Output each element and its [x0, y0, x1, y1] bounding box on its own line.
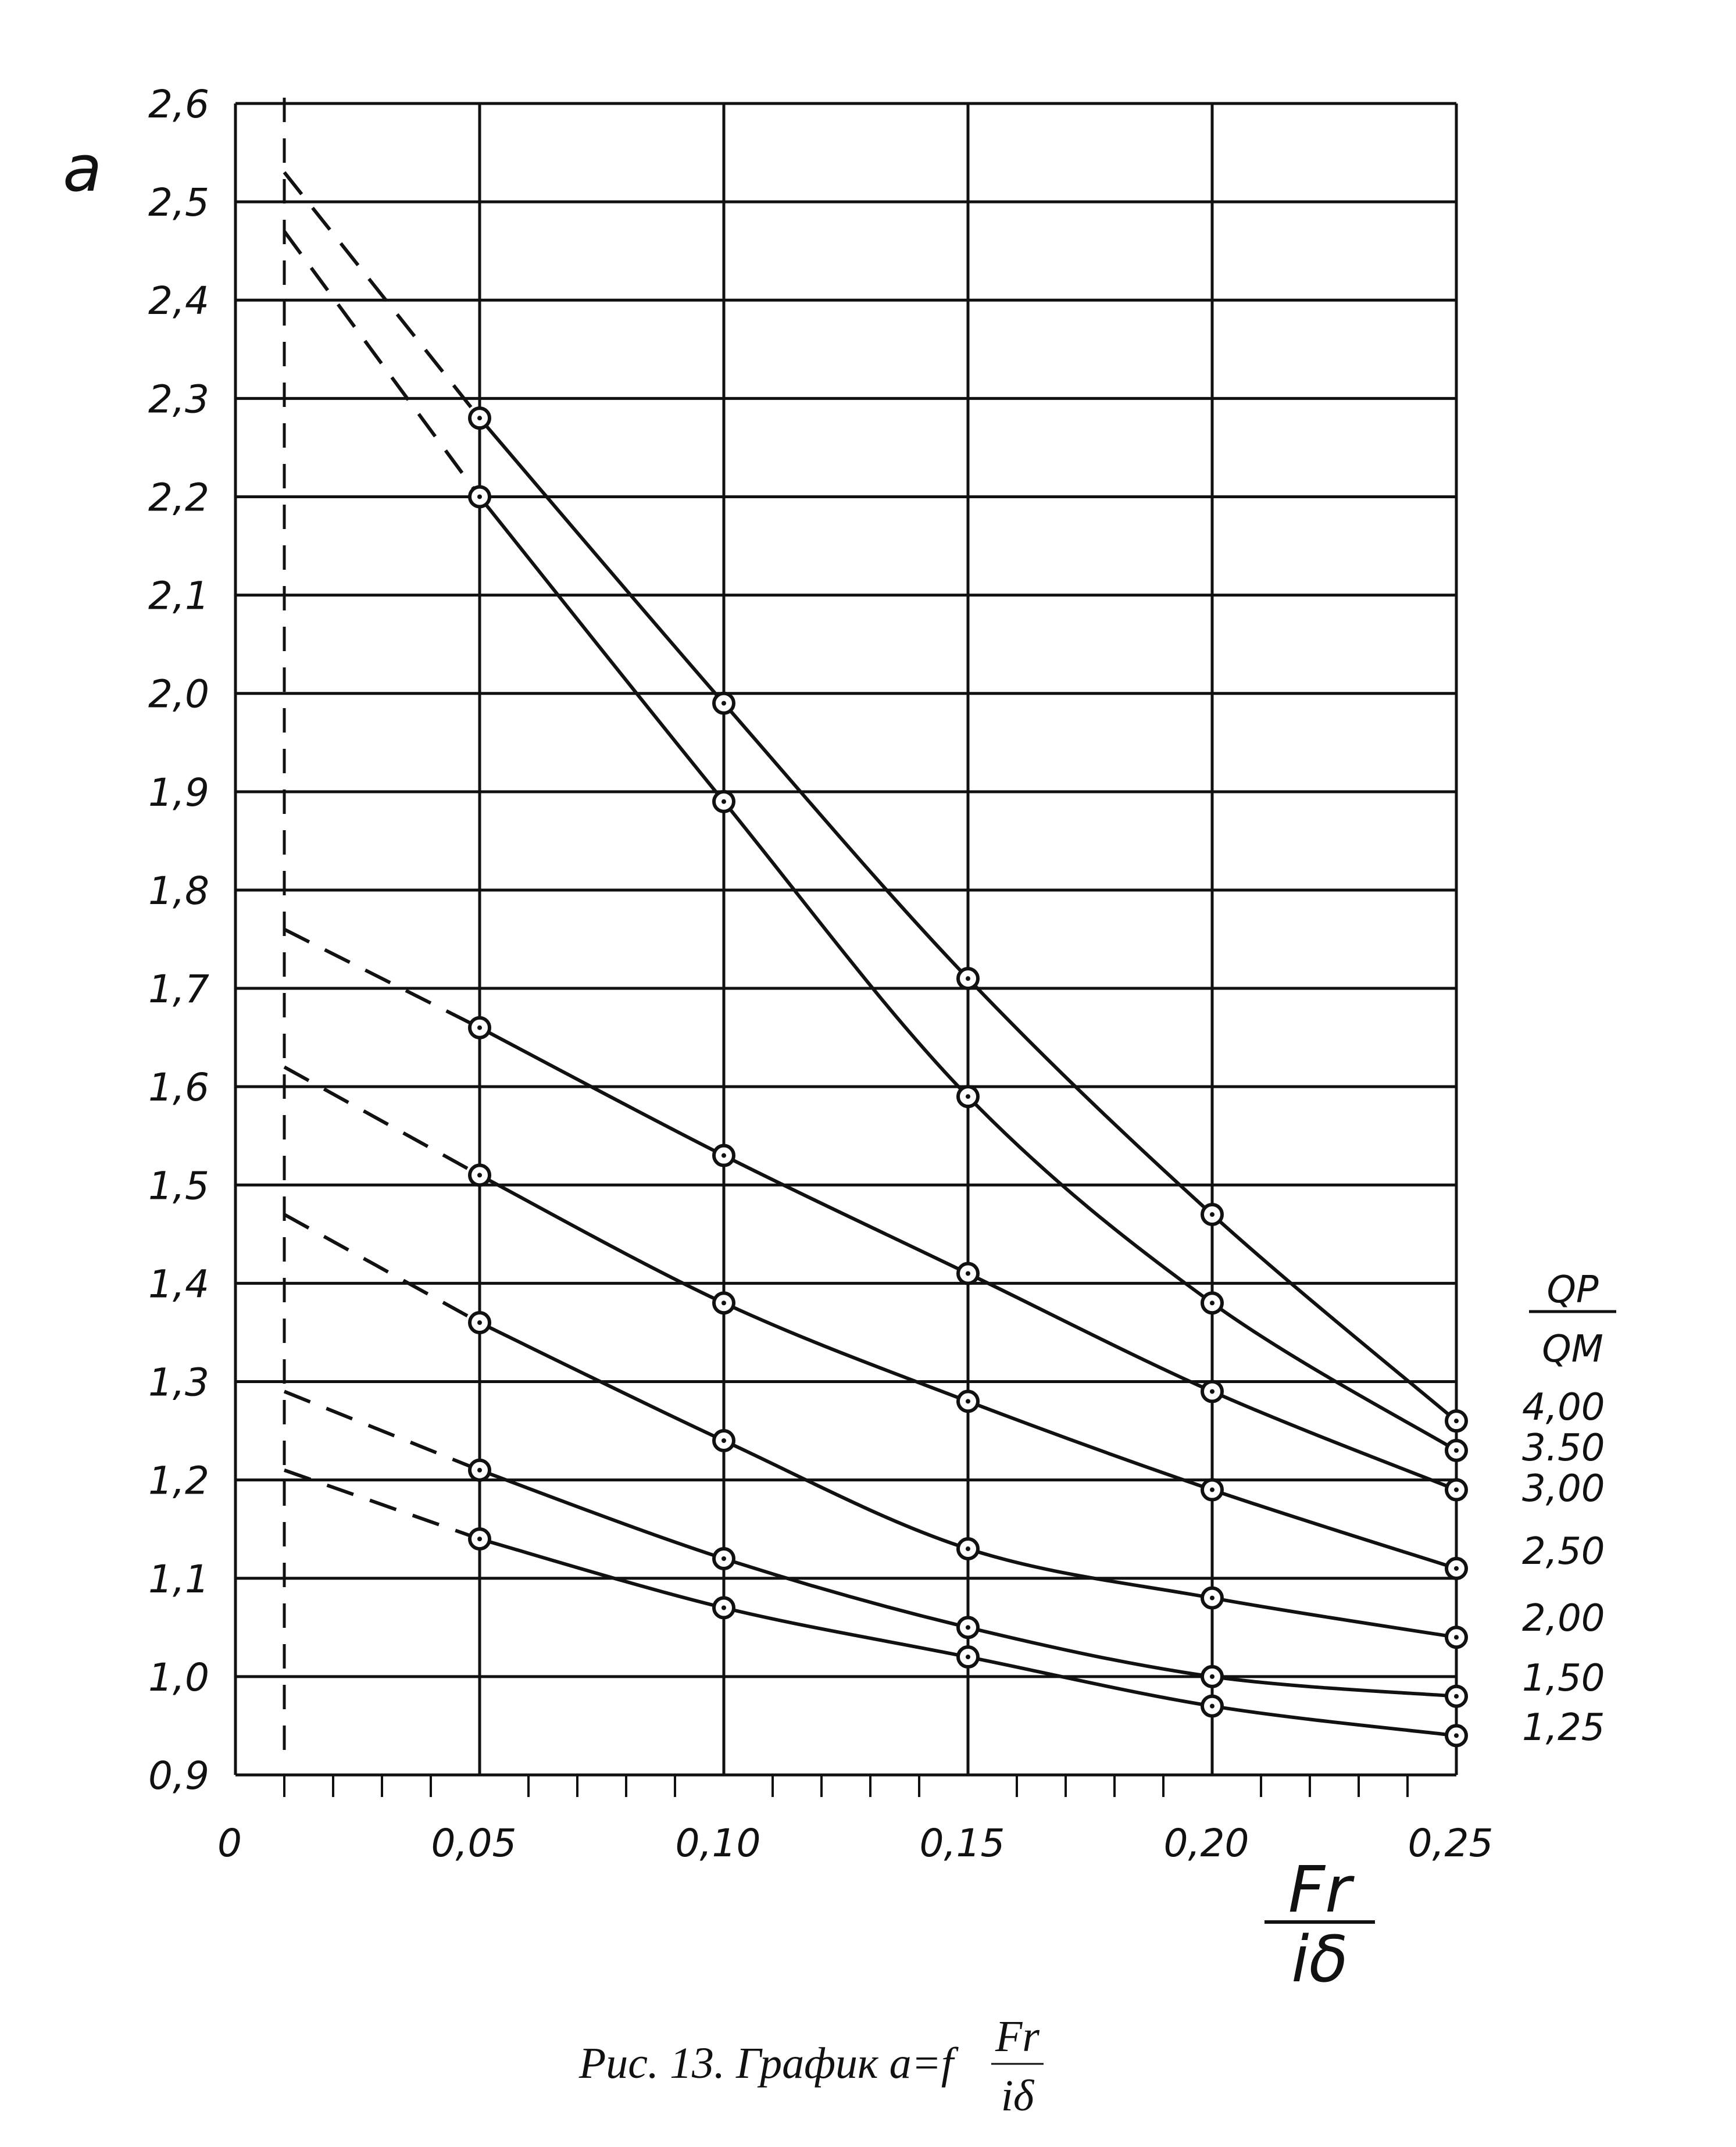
data-point-center	[1454, 1448, 1459, 1453]
legend-title-numerator: QP	[1547, 1269, 1599, 1312]
x-tick-label: 0,10	[676, 1821, 761, 1866]
y-tick-label: 2,6	[148, 82, 209, 127]
data-point-center	[1210, 1674, 1215, 1679]
y-tick-label: 2,4	[148, 278, 209, 323]
grid	[234, 102, 1458, 1777]
series-4	[283, 1213, 1468, 1649]
data-point-center	[721, 1438, 726, 1443]
data-point-center	[1210, 1301, 1215, 1306]
series-1	[283, 230, 1468, 1462]
data-point-center	[966, 1399, 970, 1404]
x-axis-label: Fr iδ	[1265, 1852, 1375, 1996]
series-6	[284, 1468, 1468, 1748]
series-dashed-extension	[283, 171, 481, 420]
y-tick-label: 1,5	[148, 1163, 209, 1208]
data-point-center	[721, 1556, 726, 1561]
caption-frac-denominator: iδ	[1001, 2071, 1035, 2120]
legend-title-denominator: QM	[1542, 1328, 1603, 1371]
legend-label: 2,00	[1522, 1597, 1605, 1640]
data-point-center	[477, 416, 482, 421]
series-dashed-extension	[283, 1065, 481, 1177]
y-tick-label: 2,2	[148, 475, 209, 520]
y-tick-label: 1,1	[148, 1557, 209, 1602]
data-point-center	[477, 1173, 482, 1178]
data-point-center	[721, 1153, 726, 1158]
y-tick-label: 1,4	[148, 1262, 209, 1306]
series-5	[283, 1389, 1468, 1708]
data-point-center	[477, 1320, 482, 1326]
x-axis-label-numerator: Fr	[1288, 1852, 1355, 1927]
caption-frac-numerator: Fr	[995, 2012, 1040, 2061]
y-tick-label: 1,0	[148, 1655, 209, 1700]
caption-text: Рис. 13. График a=f	[578, 2039, 959, 2088]
legend-title: QP QM	[1529, 1269, 1616, 1371]
tick-labels: 0,9 1,0 1,1 1,2 1,3 1,4 1,5 1,6 1,7 1,8 1,9 2,0 2,1 2…	[148, 82, 1493, 1866]
legend-label: 2,50	[1522, 1530, 1605, 1573]
y-tick-label: 0,9	[148, 1753, 209, 1798]
series-dashed-extension	[284, 1468, 480, 1541]
y-tick-label: 2,5	[148, 180, 209, 225]
y-tick-label: 1,7	[148, 967, 209, 1012]
data-point-center	[966, 1271, 970, 1276]
data-point-center	[1454, 1694, 1459, 1699]
data-point-center	[1454, 1635, 1459, 1640]
data-point-center	[1210, 1487, 1215, 1492]
series-dashed-extension	[283, 230, 481, 498]
x-minor-ticks	[283, 1775, 1409, 1797]
data-point-center	[966, 1094, 970, 1099]
data-point-center	[966, 1625, 970, 1630]
x-tick-label: 0,05	[431, 1821, 517, 1866]
data-point-center	[477, 494, 482, 499]
data-point-center	[721, 799, 726, 804]
series-dashed-extension	[283, 1213, 481, 1324]
data-point-center	[1210, 1595, 1215, 1601]
legend-label: 1,50	[1522, 1657, 1605, 1700]
data-point-center	[966, 1546, 970, 1552]
data-point-center	[1210, 1703, 1215, 1709]
y-tick-label: 1,6	[148, 1065, 209, 1110]
x-tick-label: 0,15	[920, 1821, 1005, 1866]
x-tick-label: 0,25	[1408, 1821, 1494, 1866]
data-point-center	[1454, 1566, 1459, 1571]
data-point-center	[721, 1301, 726, 1306]
data-point-center	[477, 1537, 482, 1542]
legend-label: 4,00	[1522, 1386, 1605, 1429]
figure-caption: Рис. 13. График a=f Fr iδ	[578, 2012, 1044, 2120]
x-tick-label: 0	[217, 1821, 242, 1866]
data-point-center	[1210, 1389, 1215, 1394]
x-axis-label-denominator: iδ	[1291, 1922, 1348, 1996]
y-tick-label: 2,1	[148, 574, 209, 619]
series-dashed-extension	[283, 927, 481, 1030]
y-tick-label: 1,9	[148, 770, 209, 815]
x-tick-label: 0,20	[1164, 1821, 1249, 1866]
legend-label: 3,00	[1522, 1467, 1605, 1510]
data-point-center	[1210, 1212, 1215, 1217]
data-point-center	[721, 1605, 726, 1610]
y-tick-label: 1,8	[148, 869, 209, 913]
y-tick-label: 1,2	[148, 1459, 209, 1503]
legend-label: 1,25	[1522, 1706, 1605, 1749]
data-point-center	[966, 1655, 970, 1660]
series-dashed-extension	[283, 1389, 481, 1472]
y-tick-label: 2,0	[148, 672, 209, 717]
y-axis-label: a	[63, 131, 102, 206]
y-tick-label: 2,3	[148, 377, 209, 421]
data-point-center	[1454, 1419, 1459, 1424]
series-3	[283, 1065, 1468, 1580]
data-point-center	[966, 976, 970, 981]
data-point-center	[1454, 1487, 1459, 1492]
series-group	[283, 171, 1468, 1748]
legend: 4,003.503,00 2,50 2,00 1,50 1,25	[1522, 1386, 1605, 1749]
data-point-center	[721, 701, 726, 706]
data-point-center	[477, 1025, 482, 1030]
series-0	[283, 171, 1468, 1433]
legend-label: 3.50	[1522, 1427, 1605, 1470]
series-2	[283, 927, 1468, 1502]
y-tick-label: 1,3	[148, 1360, 209, 1405]
data-point-center	[477, 1467, 482, 1473]
series-line	[478, 495, 1458, 1452]
data-point-center	[1454, 1733, 1459, 1738]
